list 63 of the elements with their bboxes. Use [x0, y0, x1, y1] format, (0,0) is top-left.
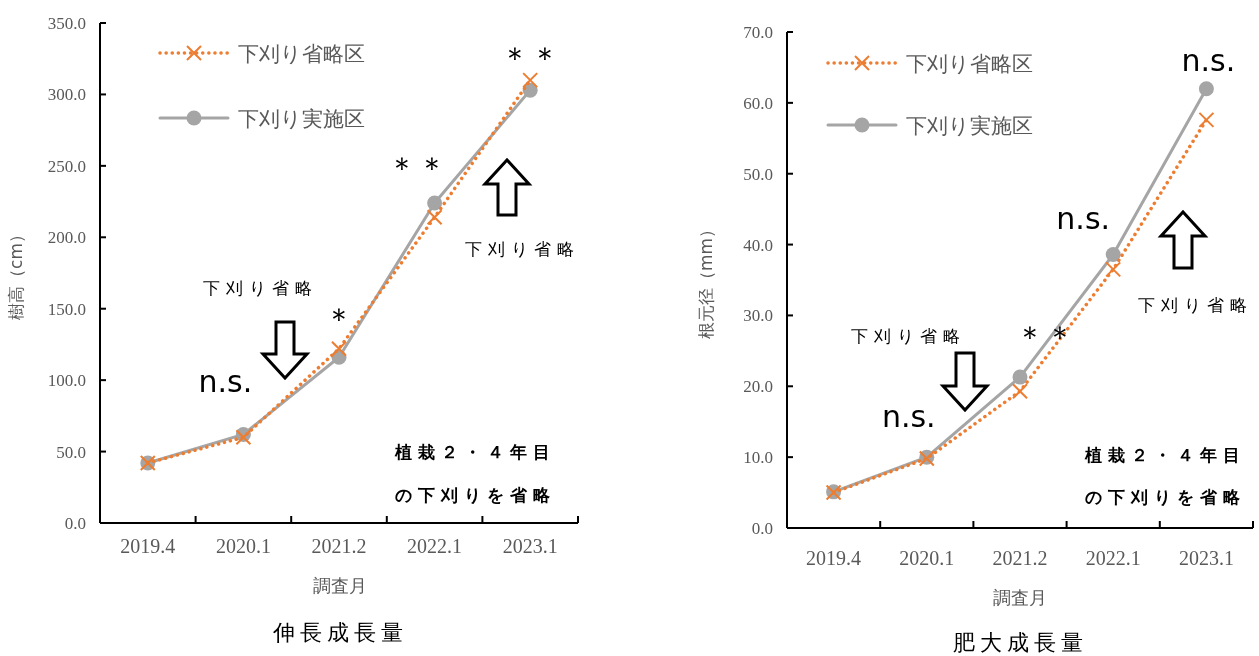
point — [1105, 261, 1122, 278]
y-tick-label: 50.0 — [743, 164, 773, 184]
x-tick-label: 2019.4 — [806, 547, 862, 569]
x-axis-title: 調査月 — [993, 587, 1047, 608]
legend-label: 下刈り省略区 — [238, 42, 365, 66]
y-tick-label: 0.0 — [64, 514, 86, 533]
annotation: 下刈り省略 — [202, 278, 318, 298]
point — [1012, 383, 1028, 400]
point — [235, 429, 252, 446]
annotation: n.s. — [198, 364, 253, 400]
legend-label: 下刈り実施区 — [238, 107, 365, 131]
y-tick-label: 300.0 — [47, 85, 86, 105]
y-tick-label: 30.0 — [743, 306, 773, 326]
point — [1105, 246, 1121, 262]
x-tick-label: 2020.1 — [899, 547, 955, 569]
y-tick-label: 10.0 — [743, 448, 773, 468]
x-axis-title: 調査月 — [313, 575, 367, 596]
y-tick-label: 100.0 — [47, 371, 86, 391]
y-axis-title: 樹高（cm） — [6, 226, 26, 320]
y-tick-label: 20.0 — [743, 377, 773, 397]
x-tick-label: 2021.2 — [311, 535, 367, 557]
annotation: ＊＊ — [386, 150, 447, 185]
legend-label: 下刈り実施区 — [906, 114, 1033, 138]
x-tick-label: 2020.1 — [215, 535, 271, 557]
x-tick-label: 2022.1 — [407, 535, 463, 557]
x-tick-label: 2019.4 — [120, 535, 176, 557]
text: 伸長成長量 — [271, 620, 408, 645]
y-tick-label: 150.0 — [47, 299, 86, 319]
point — [331, 340, 347, 357]
annotation: 植栽２・４年目 — [393, 442, 556, 462]
point — [1198, 111, 1215, 128]
point — [426, 209, 443, 226]
y-axis-title: 根元径（mm） — [696, 220, 716, 340]
annotation: 下刈り省略 — [464, 239, 580, 259]
point — [522, 72, 539, 89]
point — [427, 195, 443, 211]
x-tick-label: 2023.1 — [502, 535, 558, 557]
annotation: ＊ — [324, 301, 354, 337]
point — [1012, 369, 1028, 385]
x-tick-label: 2021.2 — [992, 547, 1048, 569]
y-tick-label: 350.0 — [47, 14, 86, 33]
annotation: n.s. — [1181, 42, 1236, 78]
y-tick-label: 200.0 — [47, 228, 86, 248]
x-tick-label: 2023.1 — [1178, 547, 1234, 569]
point — [1198, 81, 1214, 97]
annotation: 下刈り省略 — [1137, 295, 1253, 315]
y-tick-label: 250.0 — [47, 156, 86, 176]
annotation: 下刈り省略 — [850, 326, 966, 346]
annotation: ＊＊ — [1015, 319, 1075, 355]
x-tick-label: 2022.1 — [1085, 547, 1141, 569]
annotation: の下刈りを省略 — [394, 485, 556, 505]
annotation: ＊＊ — [500, 40, 561, 76]
y-tick-label: 50.0 — [56, 442, 86, 462]
y-tick-label: 70.0 — [743, 23, 773, 42]
annotation: の下刈りを省略 — [1084, 487, 1246, 507]
annotation: n.s. — [1056, 201, 1111, 237]
annotation: 植栽２・４年目 — [1083, 445, 1246, 465]
y-tick-label: 40.0 — [743, 235, 773, 255]
y-tick-label: 60.0 — [743, 93, 773, 113]
y-tick-label: 0.0 — [751, 519, 773, 538]
legend-label: 下刈り省略区 — [906, 52, 1033, 76]
text: 肥大成長量 — [952, 630, 1088, 655]
annotation: n.s. — [881, 399, 936, 435]
